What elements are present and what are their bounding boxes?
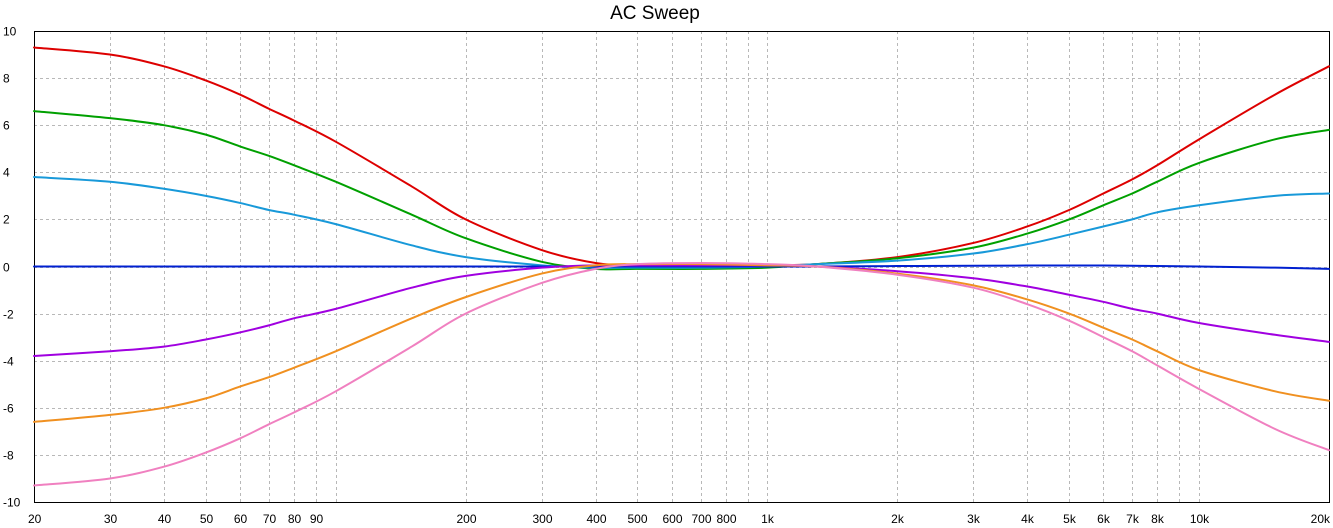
series-layer — [33, 46, 1330, 487]
x-tick-label: 500 — [627, 512, 647, 526]
series-line-4 — [33, 264, 1330, 270]
x-tick-label: 20 — [28, 512, 42, 526]
x-tick-label: 400 — [586, 512, 606, 526]
chart-title: AC Sweep — [610, 3, 700, 24]
series-line-2 — [33, 110, 1330, 271]
x-tick-label: 30 — [104, 512, 118, 526]
x-tick-label: 5k — [1063, 512, 1077, 526]
y-tick-label: 10 — [3, 25, 17, 39]
x-tick-label: 50 — [200, 512, 214, 526]
y-tick-label: 2 — [3, 213, 10, 227]
y-tick-label: -6 — [3, 402, 14, 416]
x-tick-label: 20k — [1311, 512, 1331, 526]
series-line-3 — [33, 176, 1330, 269]
x-tick-label: 40 — [158, 512, 172, 526]
x-tick-label: 8k — [1151, 512, 1165, 526]
y-tick-label: -4 — [3, 355, 14, 369]
x-tick-label: 60 — [234, 512, 248, 526]
x-tick-label: 2k — [891, 512, 905, 526]
x-tick-label: 7k — [1126, 512, 1140, 526]
y-tick-label: -8 — [3, 449, 14, 463]
x-tick-label: 80 — [288, 512, 302, 526]
series-line-5 — [33, 264, 1330, 357]
x-tick-label: 4k — [1021, 512, 1035, 526]
y-tick-label: 4 — [3, 166, 10, 180]
x-tick-label: 200 — [456, 512, 476, 526]
x-tick-label: 10k — [1190, 512, 1210, 526]
x-tick-label: 70 — [263, 512, 277, 526]
y-tick-label: -10 — [3, 496, 21, 510]
y-tick-label: 8 — [3, 72, 10, 86]
x-tick-label: 1k — [761, 512, 775, 526]
x-tick-label: 600 — [662, 512, 682, 526]
x-tick-label: 3k — [967, 512, 981, 526]
x-tick-label: 300 — [532, 512, 552, 526]
x-tick-label: 700 — [691, 512, 711, 526]
x-tick-label: 800 — [716, 512, 736, 526]
x-tick-label: 6k — [1097, 512, 1111, 526]
x-tick-label: 90 — [310, 512, 324, 526]
tick-label-layer: 20 30 40 50 60 70 80 90 200 300 400 500 600 700 800 1k 2… — [3, 25, 1331, 527]
y-tick-label: -2 — [3, 308, 14, 322]
y-tick-label: 0 — [3, 261, 10, 275]
series-line-6 — [33, 262, 1330, 423]
series-line-1 — [33, 46, 1330, 267]
series-line-7 — [33, 261, 1330, 487]
y-tick-label: 6 — [3, 119, 10, 133]
